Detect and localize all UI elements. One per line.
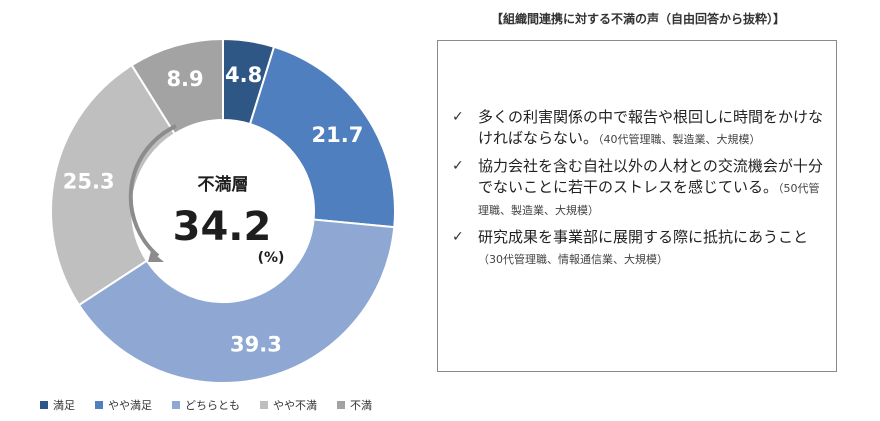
legend-label: 不満 [350,399,372,412]
legend-item: やや満足 [95,397,152,413]
slice-5 [130,37,224,136]
quote-item: ✓ 多くの利害関係の中で報告や根回しに時間をかけなければならない。（40代管理職、… [452,107,828,150]
slice-3 [77,218,396,384]
quote-meta: （40代管理職、製造業、大規模） [598,133,761,146]
quote-list: ✓ 多くの利害関係の中で報告や根回しに時間をかけなければならない。（40代管理職、… [452,107,828,276]
quote-meta: （30代管理職、情報通信業、大規模） [478,253,668,266]
check-icon: ✓ [452,109,464,125]
legend-item: どちらとも [172,397,240,413]
slice-2 [248,45,396,229]
legend: 満足 やや満足 どちらとも やや不満 不満 [40,397,372,413]
legend-swatch [337,401,345,409]
quote-body: 研究成果を事業部に展開する際に抵抗にあうこと [478,228,809,246]
legend-label: 満足 [53,399,75,412]
legend-label: どちらとも [185,399,240,412]
quote-item: ✓ 研究成果を事業部に展開する際に抵抗にあうこと （30代管理職、情報通信業、大規模… [452,227,828,270]
legend-label: やや満足 [108,399,152,412]
quote-text: 研究成果を事業部に展開する際に抵抗にあうこと （30代管理職、情報通信業、大規模） [478,227,828,270]
legend-item: 不満 [337,397,372,413]
quote-box: ✓ 多くの利害関係の中で報告や根回しに時間をかけなければならない。（40代管理職、… [437,40,837,372]
legend-item: 満足 [40,397,75,413]
legend-swatch [40,401,48,409]
quote-meta: （50代管理職、製造業、大規模） [478,182,820,217]
slice-value-label: 21.7 [312,123,364,147]
legend-label: やや不満 [273,399,317,412]
legend-swatch [95,401,103,409]
slice-labels: 4.8 21.7 39.3 25.3 8.9 [63,63,364,356]
arrow-icon [128,124,177,258]
legend-item: やや不満 [260,397,317,413]
check-icon: ✓ [452,229,464,245]
quote-body: 多くの利害関係の中で報告や根回しに時間をかけなければならない。 [478,108,824,147]
quote-text: 協力会社を含む自社以外の人材との交流機会が十分でないことに若干のストレスを感じて… [478,156,828,221]
quote-item: ✓ 協力会社を含む自社以外の人材との交流機会が十分でないことに若干のストレスを感じ… [452,156,828,221]
donut-chart: 4.8 21.7 39.3 25.3 8.9 不満層 34.2 (%) [50,37,396,384]
center-unit: (%) [258,250,285,266]
slice-value-label: 39.3 [230,332,282,356]
quote-body: 協力会社を含む自社以外の人材との交流機会が十分でないことに若干のストレスを感じて… [478,157,823,196]
legend-swatch [260,401,268,409]
slice-value-label: 25.3 [63,169,115,193]
check-icon: ✓ [452,158,464,174]
quote-title: 【組織間連携に対する不満の声（自由回答から抜粋）】 [490,12,785,26]
center-title: 不満層 [198,174,249,195]
arrow-head-icon [148,251,164,262]
center-value: 34.2 [173,204,272,250]
donut-slices [50,37,396,384]
slice-value-label: 8.9 [166,67,203,91]
quote-text: 多くの利害関係の中で報告や根回しに時間をかけなければならない。（40代管理職、製… [478,107,828,150]
slice-value-label: 4.8 [225,63,262,87]
legend-swatch [172,401,180,409]
